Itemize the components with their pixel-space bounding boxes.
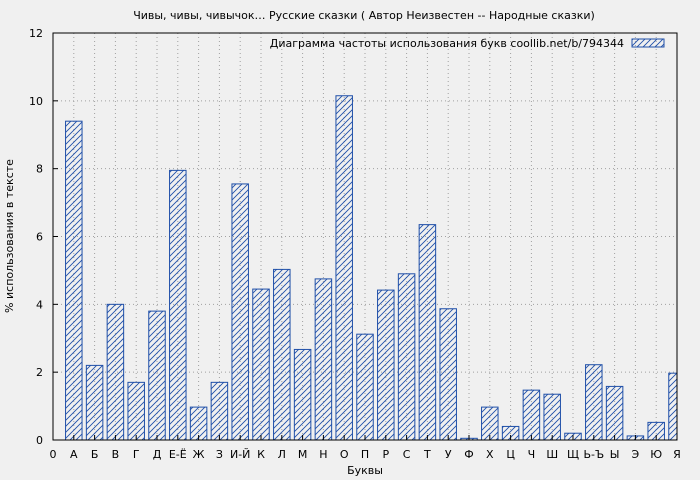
- x-tick-label: Л: [278, 448, 286, 461]
- x-tick-label: У: [445, 448, 452, 461]
- x-tick-label: Т: [423, 448, 431, 461]
- y-tick-label: 4: [36, 298, 43, 311]
- bar-С: [397, 273, 416, 440]
- y-tick-label: 8: [36, 163, 43, 176]
- bar-У: [439, 308, 457, 440]
- bar-Л: [273, 268, 291, 440]
- bar-Ю: [647, 421, 665, 440]
- bar-И-Й: [231, 183, 249, 440]
- bar-А: [65, 120, 83, 440]
- bar-Ш: [543, 393, 561, 440]
- plot-area: [52, 32, 678, 441]
- x-tick-label: Ц: [506, 448, 515, 461]
- x-tick-label: Ч: [528, 448, 536, 461]
- x-tick-label: Ь-Ъ: [583, 448, 604, 461]
- bar-Т: [418, 224, 437, 440]
- bar-О: [335, 95, 353, 440]
- x-tick-label: Б: [91, 448, 99, 461]
- bar-Я: [668, 372, 677, 440]
- y-tick-label: 6: [36, 231, 43, 244]
- x-tick-label: И-Й: [230, 448, 250, 461]
- x-tick-label: Я: [673, 448, 681, 461]
- bar-З: [210, 381, 229, 440]
- y-tick-labels: 0 2 4 6 8 10 12: [29, 27, 58, 447]
- x-tick-label: Ы: [610, 448, 620, 461]
- legend-label: Диаграмма частоты использования букв coo…: [270, 37, 624, 50]
- bar-Б: [85, 364, 104, 440]
- bar-Н: [314, 278, 333, 440]
- bar-В: [106, 303, 125, 440]
- y-tick-label: 2: [36, 366, 43, 379]
- bar-Ы: [605, 385, 624, 440]
- bar-Д: [148, 310, 166, 440]
- x-tick-label: Ф: [464, 448, 473, 461]
- x-tick-label: Г: [133, 448, 140, 461]
- bar-Ь-Ъ: [585, 364, 603, 440]
- x-tick-label: П: [361, 448, 369, 461]
- x-tick-label: Е-Ё: [169, 448, 187, 461]
- y-tick-label: 12: [29, 27, 43, 40]
- y-axis-label: % использования в тексте: [3, 159, 16, 313]
- bar-М: [293, 348, 312, 440]
- x-tick-label: Д: [153, 448, 162, 461]
- x-tick-label: Щ: [567, 448, 579, 461]
- x-axis-label: Буквы: [347, 464, 383, 477]
- x-tick-label: 0: [50, 448, 57, 461]
- bar-Ч: [522, 389, 541, 440]
- x-tick-label: Ю: [650, 448, 662, 461]
- x-tick-label: В: [112, 448, 120, 461]
- y-tick-label: 0: [36, 434, 43, 447]
- bar-Е-Ё: [169, 169, 187, 440]
- bar-Г: [127, 381, 145, 440]
- legend: Диаграмма частоты использования букв coo…: [270, 37, 665, 50]
- x-tick-label: Э: [632, 448, 640, 461]
- bar-К: [252, 288, 270, 440]
- x-tick-label: З: [216, 448, 223, 461]
- x-tick-label: Р: [382, 448, 389, 461]
- x-tick-labels: 0 А Б В Г Д Е-Ё Ж З И-Й К Л М Н О П Р С Т У Ф Х Ц Ч Ш Щ Ь-Ъ Ы Э Ю Я: [50, 435, 681, 461]
- x-tick-label: М: [298, 448, 308, 461]
- bar-Р: [377, 289, 395, 440]
- x-tick-label: Н: [319, 448, 327, 461]
- x-tick-label: О: [340, 448, 349, 461]
- x-tick-label: Ш: [546, 448, 558, 461]
- x-tick-label: К: [257, 448, 265, 461]
- x-tick-label: Ж: [193, 448, 205, 461]
- x-tick-label: Х: [486, 448, 494, 461]
- bars: [65, 95, 677, 440]
- legend-swatch: [631, 38, 665, 48]
- bar-П: [356, 333, 374, 440]
- x-tick-label: С: [403, 448, 411, 461]
- y-tick-label: 10: [29, 95, 43, 108]
- x-tick-label: А: [70, 448, 78, 461]
- chart-title: Чивы, чивы, чивычок… Русские сказки ( Ав…: [133, 9, 595, 22]
